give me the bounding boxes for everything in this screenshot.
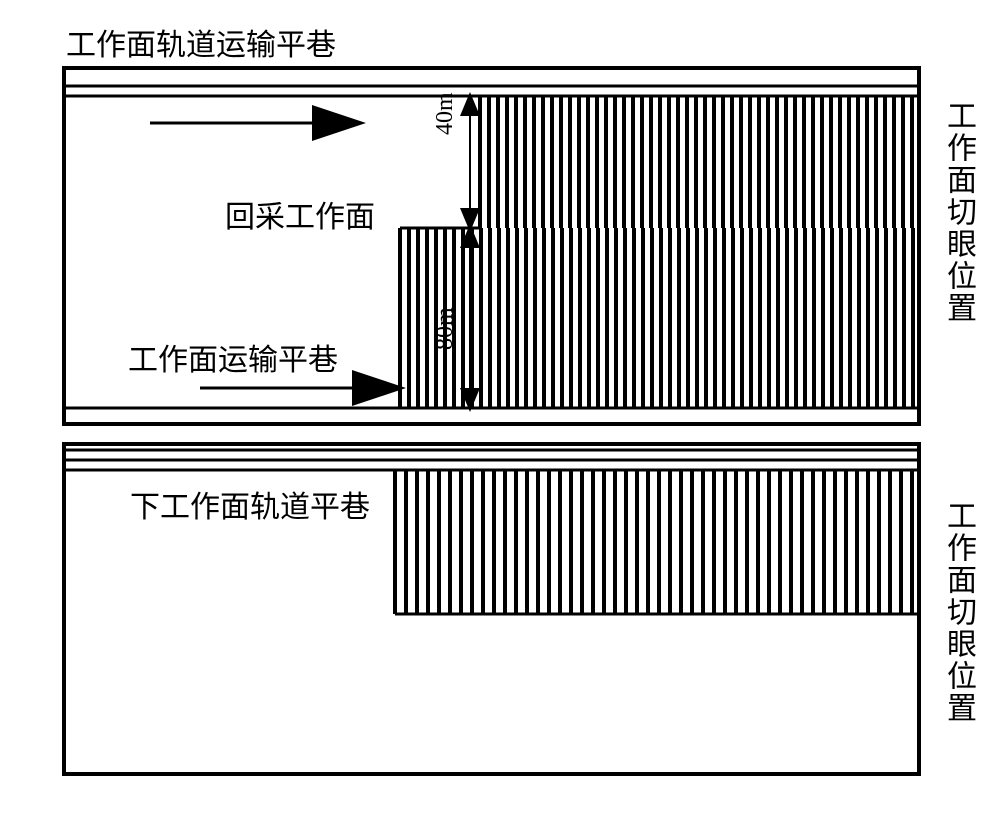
transport-tunnel-label: 工作面运输平巷 <box>128 335 338 379</box>
dim-80m-label: 80m <box>432 307 459 350</box>
mining-face-label: 回采工作面 <box>225 192 375 236</box>
upper-cut-eye-label: 工作面切眼位置 <box>936 100 980 324</box>
dim-40m-label: 40m <box>432 92 459 135</box>
top-title-label: 工作面轨道运输平巷 <box>66 20 336 64</box>
lower-cut-eye-label: 工作面切眼位置 <box>936 500 980 724</box>
lower-track-tunnel-label: 下工作面轨道平巷 <box>130 482 370 526</box>
mining-diagram <box>0 0 1000 824</box>
